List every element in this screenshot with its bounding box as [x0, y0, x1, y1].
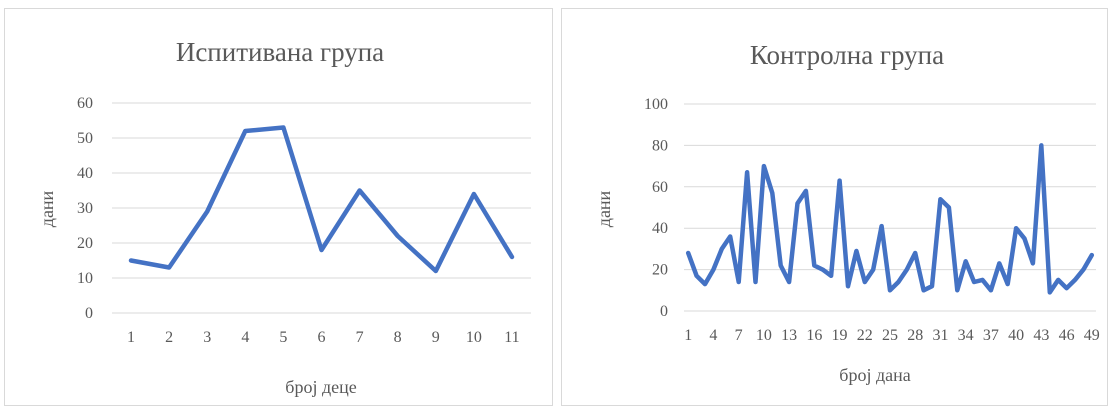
x-tick-label: 40	[1008, 327, 1024, 344]
y-tick-label: 30	[77, 200, 93, 217]
y-tick-label: 60	[77, 95, 93, 112]
x-axis-label: број деце	[285, 377, 356, 397]
chart-test-group: Испитивана група 0 10 20 30 40 50 60 1 2 3 4 5 6 7 8 9 10…	[37, 37, 531, 397]
y-tick-label: 80	[652, 137, 668, 154]
x-tick-label: 5	[279, 329, 287, 346]
x-tick-label: 7	[735, 327, 743, 344]
x-tick-label: 13	[781, 327, 797, 344]
chart-title: Контролна група	[750, 40, 944, 70]
x-tick-label: 9	[432, 329, 440, 346]
x-tick-label: 4	[241, 329, 249, 346]
x-tick-label: 6	[318, 329, 326, 346]
y-tick-label: 100	[644, 96, 668, 113]
x-tick-label: 25	[882, 327, 898, 344]
y-tick-label: 0	[660, 303, 668, 320]
y-tick-label: 60	[652, 179, 668, 196]
y-tick-label: 50	[77, 130, 93, 147]
chart-panel-test-group: Испитивана група 0 10 20 30 40 50 60 1 2 3 4 5 6 7 8 9 10…	[4, 8, 553, 406]
chart-control-group: Контролна група 0 20 40 60 80 100 1 4 7 10 13 16 19 22…	[594, 40, 1100, 385]
x-tick-label: 31	[932, 327, 948, 344]
y-axis-label: дани	[37, 190, 57, 227]
y-tick-label: 0	[85, 305, 93, 322]
x-tick-label: 49	[1084, 327, 1100, 344]
series-line	[128, 125, 515, 274]
x-tick-label: 3	[203, 329, 211, 346]
x-tick-label: 28	[907, 327, 923, 344]
x-tick-label: 1	[684, 327, 692, 344]
y-tick-label: 40	[652, 220, 668, 237]
x-tick-label: 22	[857, 327, 873, 344]
x-tick-label: 34	[958, 327, 974, 344]
x-axis-label: број дана	[839, 365, 910, 385]
x-tick-label: 10	[756, 327, 772, 344]
chart-panel-control-group: Контролна група 0 20 40 60 80 100 1 4 7 10 13 16 19 22…	[561, 8, 1108, 406]
y-tick-label: 20	[77, 235, 93, 252]
x-tick-label: 11	[504, 329, 519, 346]
chart-title: Испитивана група	[176, 37, 384, 67]
x-tick-label: 43	[1033, 327, 1049, 344]
x-tick-label: 4	[709, 327, 717, 344]
x-tick-label: 46	[1059, 327, 1075, 344]
x-tick-label: 19	[832, 327, 848, 344]
y-tick-label: 20	[652, 262, 668, 279]
x-tick-label: 2	[165, 329, 173, 346]
x-tick-label: 37	[983, 327, 999, 344]
y-axis-label: дани	[594, 190, 614, 227]
x-tick-label: 1	[127, 329, 135, 346]
series-line	[685, 143, 1095, 295]
x-tick-label: 7	[356, 329, 364, 346]
y-tick-label: 10	[77, 270, 93, 287]
x-tick-label: 8	[394, 329, 402, 346]
x-tick-label: 10	[466, 329, 482, 346]
y-tick-label: 40	[77, 165, 93, 182]
x-tick-label: 16	[806, 327, 822, 344]
